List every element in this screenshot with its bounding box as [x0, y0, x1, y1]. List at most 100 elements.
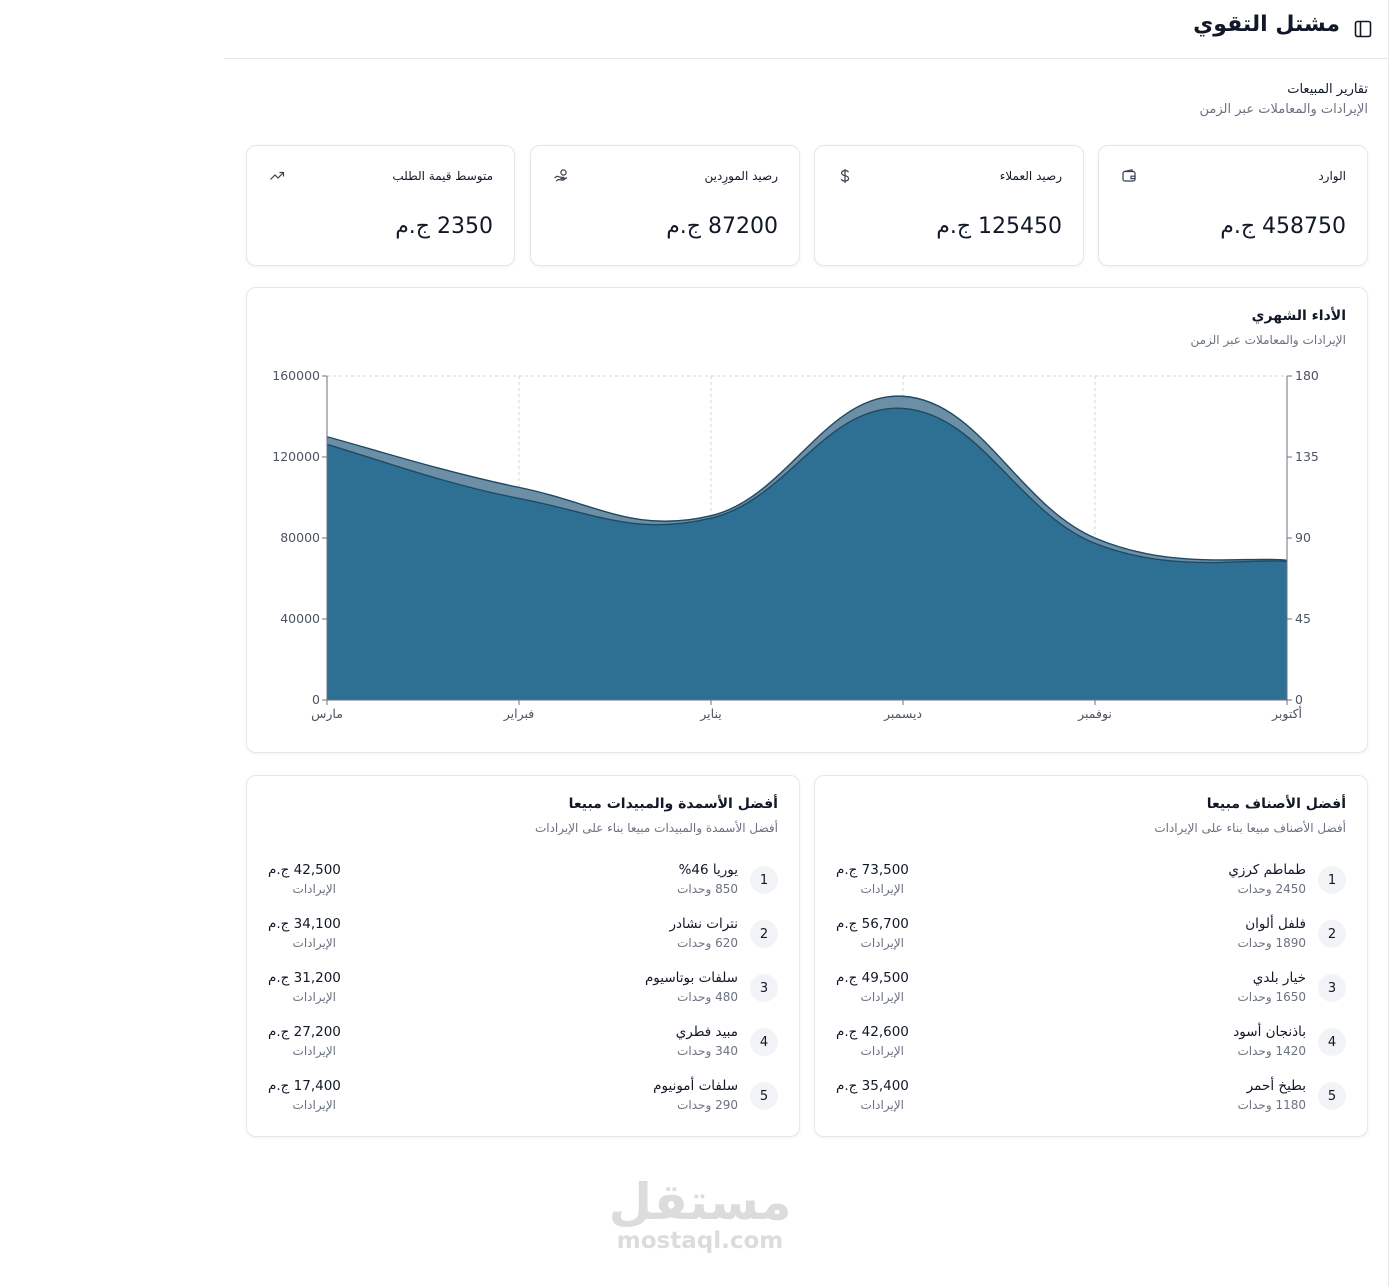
item-units: 850 وحدات [677, 882, 738, 896]
item-units: 1420 وحدات [1237, 1044, 1306, 1058]
chart-title: الأداء الشهري [1251, 308, 1346, 324]
window-right-border [1388, 0, 1389, 1286]
monthly-area-chart: 0 40000 80000 120000 160000 0 45 90 135 180 أكتوبر… [272, 368, 1319, 722]
rank-badge: 2 [1318, 920, 1346, 948]
item-revenue: 42,500 ج.م [268, 862, 341, 878]
stat-value: 458750 ج.م [1220, 214, 1346, 239]
item-revenue-label: الإيرادات [292, 1098, 336, 1112]
y-left-tick-label: 0 [312, 692, 320, 707]
watermark-logo: مستقل mostaql.com [560, 1170, 840, 1254]
rank-badge: 3 [750, 974, 778, 1002]
item-units: 1890 وحدات [1237, 936, 1306, 950]
stat-label: رصيد العملاء [999, 169, 1062, 183]
wallet-icon [1122, 169, 1136, 182]
item-name: يوريا 46% [678, 862, 738, 878]
y-right-tick-label: 90 [1295, 530, 1311, 545]
stat-label: رصيد المورِدين [704, 169, 778, 183]
stat-value: 2350 ج.م [395, 214, 493, 239]
item-revenue-label: الإيرادات [860, 990, 904, 1004]
x-tick-label: أكتوبر [1271, 705, 1302, 722]
item-units: 340 وحدات [677, 1044, 738, 1058]
y-right-tick-label: 45 [1295, 611, 1311, 626]
x-tick-label: نوفمبر [1077, 706, 1112, 722]
item-name: نترات نشادر [669, 916, 738, 932]
stat-card-avg-order: متوسط قيمة الطلب 2350 ج.م [246, 145, 515, 266]
top-fertilizers-title: أفضل الأسمدة والمبيدات مبيعا [568, 796, 778, 812]
list-item: 4 باذنجان أسود 1420 وحدات 42,600 ج.م الإ… [836, 1024, 1346, 1068]
item-units: 2450 وحدات [1237, 882, 1306, 896]
item-revenue-label: الإيرادات [860, 1044, 904, 1058]
x-tick-label: مارس [311, 706, 343, 722]
list-item: 5 بطيخ أحمر 1180 وحدات 35,400 ج.م الإيرا… [836, 1078, 1346, 1122]
list-item: 5 سلفات أمونيوم 290 وحدات 17,400 ج.م الإ… [268, 1078, 778, 1122]
item-revenue-label: الإيرادات [292, 1044, 336, 1058]
rank-badge: 4 [750, 1028, 778, 1056]
rank-badge: 4 [1318, 1028, 1346, 1056]
x-tick-label: فبراير [503, 706, 535, 722]
top-fertilizers-subtitle: أفضل الأسمدة والمبيدات مبيعا بناء على ال… [534, 821, 778, 835]
area-series-outer-line [326, 395, 1288, 561]
item-units: 1650 وحدات [1237, 990, 1306, 1004]
item-revenue: 31,200 ج.م [268, 970, 341, 986]
item-units: 1180 وحدات [1237, 1098, 1306, 1112]
item-units: 480 وحدات [677, 990, 738, 1004]
list-item: 2 نترات نشادر 620 وحدات 34,100 ج.م الإير… [268, 916, 778, 960]
stat-value: 87200 ج.م [666, 214, 778, 239]
item-revenue: 35,400 ج.م [836, 1078, 909, 1094]
item-units: 620 وحدات [677, 936, 738, 950]
top-products-card: أفضل الأصناف مبيعا أفضل الأصناف مبيعا بن… [814, 775, 1368, 1137]
item-revenue-label: الإيرادات [292, 990, 336, 1004]
item-name: بطيخ أحمر [1246, 1078, 1306, 1094]
item-revenue-label: الإيرادات [292, 882, 336, 896]
item-revenue: 49,500 ج.م [836, 970, 909, 986]
y-right-tick-label: 180 [1295, 368, 1319, 383]
item-revenue-label: الإيرادات [860, 936, 904, 950]
rank-badge: 1 [750, 866, 778, 894]
stat-card-suppliers-balance: رصيد المورِدين 87200 ج.م [530, 145, 800, 266]
item-revenue: 56,700 ج.م [836, 916, 909, 932]
list-item: 2 فلفل ألوان 1890 وحدات 56,700 ج.م الإير… [836, 916, 1346, 960]
y-right-tick-label: 0 [1295, 692, 1303, 707]
item-revenue-label: الإيرادات [292, 936, 336, 950]
rank-badge: 5 [1318, 1082, 1346, 1110]
top-products-subtitle: أفضل الأصناف مبيعا بناء على الإيرادات [1154, 821, 1346, 835]
page-subtitle: الإيرادات والمعاملات عبر الزمن [1199, 102, 1368, 117]
list-item: 1 طماطم كرزي 2450 وحدات 73,500 ج.م الإير… [836, 862, 1346, 906]
dollar-icon [840, 169, 850, 183]
y-left-tick-label: 120000 [272, 449, 320, 464]
x-tick-label: يناير [699, 706, 722, 722]
top-bar: مشتل التقوي [224, 0, 1388, 59]
y-left-tick-label: 160000 [272, 368, 320, 383]
trending-up-icon [270, 171, 285, 180]
sidebar-toggle-icon[interactable] [1354, 20, 1372, 38]
top-products-title: أفضل الأصناف مبيعا [1206, 796, 1346, 812]
chart-subtitle: الإيرادات والمعاملات عبر الزمن [1190, 333, 1346, 347]
watermark-domain: mostaql.com [616, 1228, 784, 1254]
item-units: 290 وحدات [677, 1098, 738, 1112]
item-name: سلفات بوتاسيوم [644, 970, 738, 986]
stat-label: متوسط قيمة الطلب [392, 169, 493, 183]
item-revenue: 27,200 ج.م [268, 1024, 341, 1040]
item-revenue: 73,500 ج.م [836, 862, 909, 878]
item-revenue-label: الإيرادات [860, 1098, 904, 1112]
item-name: باذنجان أسود [1233, 1024, 1306, 1040]
item-name: طماطم كرزي [1228, 862, 1306, 878]
area-series-inner-line [326, 407, 1288, 564]
rank-badge: 2 [750, 920, 778, 948]
list-item: 1 يوريا 46% 850 وحدات 42,500 ج.م الإيراد… [268, 862, 778, 906]
stat-card-customers-balance: رصيد العملاء 125450 ج.م [814, 145, 1084, 266]
top-fertilizers-card: أفضل الأسمدة والمبيدات مبيعا أفضل الأسمد… [246, 775, 800, 1137]
app-title: مشتل التقوي [1193, 12, 1340, 37]
x-tick-label: ديسمبر [883, 706, 922, 722]
rank-badge: 5 [750, 1082, 778, 1110]
watermark-text: مستقل [608, 1173, 792, 1231]
stat-label: الوارد [1318, 169, 1346, 183]
item-name: سلفات أمونيوم [653, 1078, 738, 1094]
y-right-tick-label: 135 [1295, 449, 1319, 464]
stat-value: 125450 ج.م [936, 214, 1062, 239]
list-item: 3 سلفات بوتاسيوم 480 وحدات 31,200 ج.م ال… [268, 970, 778, 1014]
rank-badge: 1 [1318, 866, 1346, 894]
item-revenue: 17,400 ج.م [268, 1078, 341, 1094]
monthly-performance-card: الأداء الشهري الإيرادات والمعاملات عبر ا… [246, 287, 1368, 753]
item-revenue-label: الإيرادات [860, 882, 904, 896]
